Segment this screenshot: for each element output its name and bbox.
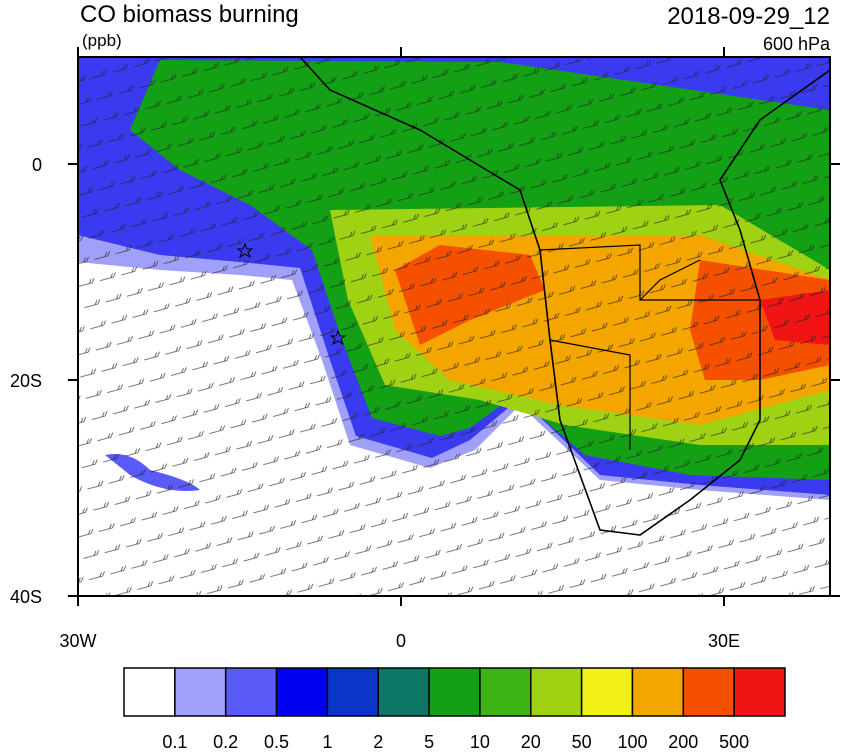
colorbar-swatch	[733, 667, 786, 717]
x-tick-label: 30E	[708, 631, 740, 651]
colorbar-swatch	[174, 667, 227, 717]
colorbar-swatch	[275, 667, 329, 717]
y-tick-label: 40S	[10, 587, 42, 607]
colorbar-swatch	[631, 667, 685, 717]
colorbar-swatch	[479, 667, 532, 717]
map-field	[78, 57, 830, 596]
colorbar: 0.1 0.2 0.5 1 2 5 10 20 50 100 200 500	[123, 667, 786, 752]
colorbar-swatch	[530, 667, 583, 717]
colorbar-label: 1	[322, 732, 332, 750]
x-tick-label: 30W	[59, 631, 96, 651]
x-tick-label: 0	[396, 631, 406, 651]
colorbar-swatch	[326, 667, 379, 717]
colorbar-label: 10	[470, 732, 490, 750]
colorbar-label: 50	[572, 732, 592, 750]
units: (ppb)	[82, 31, 122, 50]
colorbar-swatch	[224, 667, 278, 717]
colorbar-label: 500	[719, 732, 749, 750]
colorbar-label: 5	[424, 732, 434, 750]
level: 600 hPa	[763, 34, 831, 54]
colorbar-swatch	[428, 667, 481, 717]
colorbar-label: 0.2	[213, 732, 238, 750]
colorbar-label: 200	[668, 732, 698, 750]
colorbar-swatch	[377, 667, 430, 717]
y-tick-label: 20S	[10, 371, 42, 391]
plot-frame	[77, 56, 831, 597]
y-tick-label: 0	[32, 155, 42, 175]
colorbar-label: 0.5	[264, 732, 289, 750]
colorbar-label: 100	[617, 732, 647, 750]
colorbar-swatch	[682, 667, 735, 717]
colorbar-label: 0.1	[162, 732, 187, 750]
colorbar-swatch	[580, 667, 634, 717]
colorbar-label: 2	[373, 732, 383, 750]
title: CO biomass burning	[80, 1, 299, 28]
axis-ticks: 30W 0 30E 0 20S 40S	[10, 47, 840, 651]
colorbar-label: 20	[521, 732, 541, 750]
colorbar-swatch	[123, 667, 176, 717]
datetime: 2018-09-29_12	[667, 3, 830, 30]
